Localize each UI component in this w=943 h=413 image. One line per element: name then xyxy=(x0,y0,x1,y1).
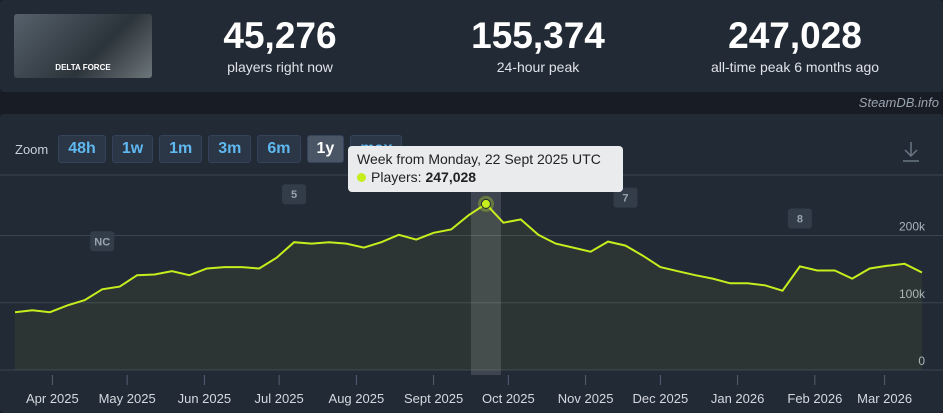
annotation: 8 xyxy=(787,208,812,229)
zoom-button[interactable]: 1m xyxy=(159,135,203,163)
tooltip-title: Week from Monday, 22 Sept 2025 UTC xyxy=(357,151,601,167)
x-tick-label: Jun 2025 xyxy=(178,391,232,406)
annotation-box xyxy=(787,208,812,229)
game-image[interactable]: DELTA FORCE xyxy=(14,14,152,78)
tooltip-label: Players: xyxy=(371,169,422,185)
y-tick-label: 0 xyxy=(918,354,925,368)
annotation-box xyxy=(90,231,115,252)
zoom-button[interactable]: 6m xyxy=(257,135,301,163)
zoom-button[interactable]: 3m xyxy=(208,135,252,163)
zoom-button[interactable]: 1y xyxy=(306,135,345,163)
x-tick-label: May 2025 xyxy=(99,391,156,406)
stat-label: 24-hour peak xyxy=(496,59,580,75)
x-tick-label: Sept 2025 xyxy=(404,391,463,406)
annotation-label: 8 xyxy=(797,213,803,225)
x-tick-label: Dec 2025 xyxy=(633,391,689,406)
annotation: 5 xyxy=(282,184,307,205)
hover-point xyxy=(480,198,491,209)
annotation-box xyxy=(613,187,638,208)
annotation-label: NC xyxy=(94,236,110,248)
x-tick-label: Apr 2025 xyxy=(26,391,79,406)
area xyxy=(15,203,922,370)
download-icon[interactable] xyxy=(903,142,919,162)
stat-label: players right now xyxy=(227,59,333,75)
source[interactable]: SteamDB.info xyxy=(858,95,939,110)
stat-label: all-time peak 6 months ago xyxy=(710,59,880,75)
zoom-button[interactable]: 1w xyxy=(111,135,154,163)
y-tick-label: 100k xyxy=(899,287,926,301)
zoom-label: Zoom xyxy=(15,141,49,157)
annotation: 7 xyxy=(613,187,638,208)
annotation-label: 7 xyxy=(622,193,628,205)
series-line xyxy=(14,202,923,314)
stat: 247,028 all-time peak 6 months ago xyxy=(675,14,915,75)
x-tick-label: Feb 2026 xyxy=(787,391,842,406)
x-tick-label: Nov 2025 xyxy=(558,391,614,406)
x-tick-label: Jan 2026 xyxy=(711,391,765,406)
stat-value: 155,374 xyxy=(471,15,605,56)
tooltip: Week from Monday, 22 Sept 2025 UTC Playe… xyxy=(348,146,623,192)
x-tick-label: Aug 2025 xyxy=(329,391,385,406)
game-image-text: DELTA FORCE xyxy=(55,63,111,72)
annotation: NC xyxy=(90,231,115,252)
x-tick-label: Oct 2025 xyxy=(482,391,535,406)
stats-panel: DELTA FORCE 45,276 players right now 155,… xyxy=(0,0,943,92)
y-tick-label: 200k xyxy=(899,220,926,234)
annotation-label: 5 xyxy=(291,189,297,201)
stat-value: 247,028 xyxy=(728,15,862,56)
stat-value: 45,276 xyxy=(223,15,337,56)
x-tick-label: Jul 2025 xyxy=(255,391,304,406)
stat: 155,374 24-hour peak xyxy=(418,14,658,75)
x-tick-label: Mar 2026 xyxy=(857,391,912,406)
annotation-box xyxy=(282,184,307,205)
stat: 45,276 players right now xyxy=(160,14,400,75)
tooltip-value: 247,028 xyxy=(425,169,477,185)
zoom-button[interactable]: 48h xyxy=(58,135,106,163)
